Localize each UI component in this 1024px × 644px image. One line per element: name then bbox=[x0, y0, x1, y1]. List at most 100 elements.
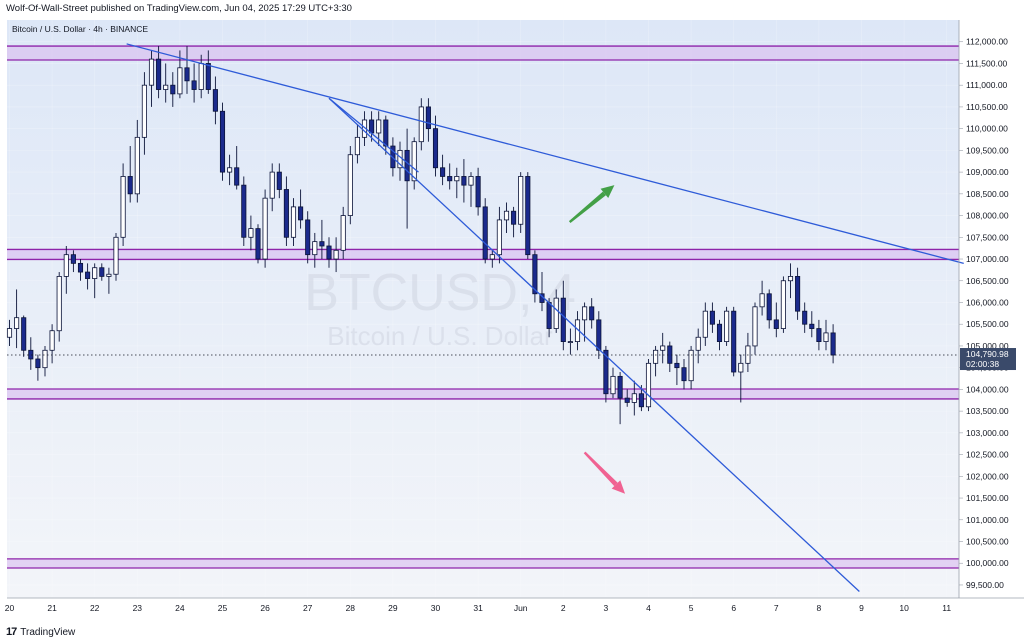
candle-body-down bbox=[205, 63, 211, 90]
candle-body-down bbox=[809, 323, 815, 329]
candle-body-up bbox=[489, 254, 495, 260]
trendlines[interactable] bbox=[126, 43, 964, 592]
candle bbox=[134, 119, 140, 203]
time-tick-label: Jun bbox=[514, 603, 528, 613]
candle-body-down bbox=[219, 110, 226, 173]
time-axis[interactable]: 20 21 22 23 24 25 26 27 28 29 30 31 Jun 2 3 4 5 6 7 8 9 10 11 bbox=[5, 603, 952, 613]
candle bbox=[262, 189, 268, 268]
candle-body-down bbox=[212, 89, 218, 112]
candle bbox=[234, 146, 240, 190]
candle-body-down bbox=[447, 176, 453, 182]
candle bbox=[738, 354, 744, 403]
price-tick-label: 102,500.00 bbox=[966, 450, 1009, 460]
price-axis[interactable]: 99,500.00 100,000.00 100,500.00 101,000.00 1… bbox=[959, 37, 1009, 590]
arrow-head bbox=[600, 185, 615, 199]
time-tick-label: 7 bbox=[774, 603, 779, 613]
candle-body-down bbox=[830, 332, 836, 356]
candle bbox=[418, 98, 424, 151]
candle bbox=[21, 315, 27, 357]
candle bbox=[759, 280, 765, 316]
time-tick-label: 31 bbox=[473, 603, 483, 613]
candle-body-up bbox=[503, 210, 510, 221]
candle-body-up bbox=[631, 393, 637, 403]
time-tick-label: 29 bbox=[388, 603, 398, 613]
candle bbox=[624, 389, 630, 407]
candle bbox=[532, 250, 538, 303]
zone-fill bbox=[7, 388, 959, 399]
candle bbox=[709, 302, 715, 333]
candle bbox=[383, 115, 389, 155]
price-tick-label: 107,000.00 bbox=[966, 254, 1009, 264]
candle-body-down bbox=[326, 245, 332, 260]
candle-body-up bbox=[468, 176, 474, 186]
candle-body-up bbox=[688, 349, 694, 382]
candle-body-up bbox=[354, 136, 360, 156]
candle-body-down bbox=[156, 58, 162, 90]
price-tick-label: 110,000.00 bbox=[966, 124, 1008, 134]
candle-body-up bbox=[56, 276, 62, 332]
time-tick-label: 11 bbox=[942, 603, 951, 613]
time-tick-label: 21 bbox=[47, 603, 57, 613]
time-tick-label: 24 bbox=[175, 603, 185, 613]
candle-body-down bbox=[532, 254, 538, 295]
candle-body-up bbox=[347, 154, 353, 216]
candle-body-up bbox=[702, 310, 708, 338]
candle-body-down bbox=[440, 167, 446, 177]
candle bbox=[141, 72, 147, 155]
candle bbox=[283, 176, 289, 246]
candle bbox=[298, 189, 304, 229]
candle bbox=[752, 302, 758, 355]
candle-body-down bbox=[21, 317, 27, 351]
candle bbox=[376, 111, 382, 147]
trendline bbox=[328, 97, 860, 592]
candle-body-down bbox=[624, 397, 630, 403]
candle bbox=[830, 324, 836, 364]
time-tick-label: 2 bbox=[561, 603, 566, 613]
candle-body-up bbox=[290, 206, 297, 238]
price-tick-label: 105,500.00 bbox=[966, 319, 1009, 329]
candle-body-up bbox=[340, 215, 346, 251]
candle-body-up bbox=[787, 276, 794, 282]
candle bbox=[496, 206, 502, 264]
candle bbox=[49, 324, 55, 364]
candle-body-up bbox=[553, 297, 559, 329]
candle bbox=[596, 311, 602, 359]
candle-body-up bbox=[418, 106, 424, 143]
candle bbox=[816, 319, 822, 351]
candle-body-down bbox=[709, 310, 715, 325]
candle-body-up bbox=[163, 84, 169, 90]
candles bbox=[6, 46, 836, 425]
candle bbox=[219, 102, 226, 181]
candle bbox=[127, 146, 133, 203]
candle-body-down bbox=[404, 149, 410, 182]
candle-body-up bbox=[14, 317, 20, 329]
candle bbox=[688, 345, 694, 390]
trendline bbox=[328, 97, 419, 173]
candle-body-down bbox=[369, 119, 375, 134]
candle-body-up bbox=[724, 310, 730, 342]
candle-body-up bbox=[106, 273, 112, 277]
price-tick-label: 108,500.00 bbox=[966, 189, 1009, 199]
candle-body-up bbox=[780, 280, 786, 329]
time-tick-label: 10 bbox=[899, 603, 909, 613]
candle bbox=[319, 219, 325, 260]
candle-body-up bbox=[198, 63, 204, 90]
price-tick-label: 102,000.00 bbox=[966, 471, 1009, 481]
candle-body-up bbox=[248, 228, 254, 238]
candle bbox=[92, 263, 98, 299]
direction-arrows[interactable] bbox=[568, 185, 626, 494]
plot-background bbox=[7, 20, 959, 598]
candle-body-down bbox=[298, 206, 304, 221]
candle bbox=[787, 263, 794, 299]
time-tick-label: 5 bbox=[689, 603, 694, 613]
candle-body-up bbox=[738, 362, 744, 373]
candle-body-down bbox=[773, 319, 779, 329]
candle bbox=[482, 198, 488, 264]
candle-body-up bbox=[695, 336, 701, 351]
candle bbox=[28, 337, 34, 370]
candle bbox=[6, 319, 13, 346]
btcusd-candlestick-chart[interactable]: BTCUSD, 4 Bitcoin / U.S. Dollar 99,500.0… bbox=[0, 0, 1024, 620]
candle bbox=[77, 259, 84, 281]
candle-body-down bbox=[560, 297, 566, 342]
candle bbox=[773, 302, 779, 338]
